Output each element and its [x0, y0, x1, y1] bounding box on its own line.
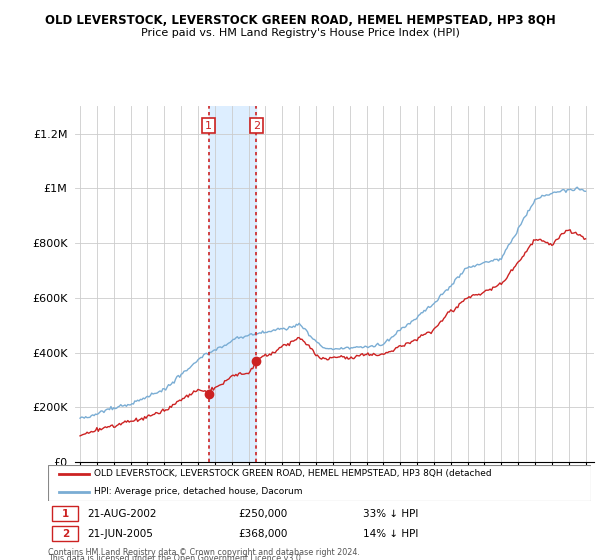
Text: 2: 2 — [253, 120, 260, 130]
Text: OLD LEVERSTOCK, LEVERSTOCK GREEN ROAD, HEMEL HEMPSTEAD, HP3 8QH (detached: OLD LEVERSTOCK, LEVERSTOCK GREEN ROAD, H… — [94, 469, 492, 478]
Text: 1: 1 — [62, 508, 69, 519]
Text: 33% ↓ HPI: 33% ↓ HPI — [363, 508, 418, 519]
Text: 21-JUN-2005: 21-JUN-2005 — [87, 529, 153, 539]
Text: OLD LEVERSTOCK, LEVERSTOCK GREEN ROAD, HEMEL HEMPSTEAD, HP3 8QH: OLD LEVERSTOCK, LEVERSTOCK GREEN ROAD, H… — [44, 14, 556, 27]
Text: 21-AUG-2002: 21-AUG-2002 — [87, 508, 157, 519]
Text: 1: 1 — [205, 120, 212, 130]
Text: £250,000: £250,000 — [238, 508, 287, 519]
FancyBboxPatch shape — [52, 506, 79, 521]
Text: 2: 2 — [62, 529, 69, 539]
Text: 14% ↓ HPI: 14% ↓ HPI — [363, 529, 418, 539]
Text: This data is licensed under the Open Government Licence v3.0.: This data is licensed under the Open Gov… — [48, 554, 304, 560]
FancyBboxPatch shape — [48, 465, 591, 501]
FancyBboxPatch shape — [52, 526, 79, 542]
Text: £368,000: £368,000 — [238, 529, 287, 539]
Text: Price paid vs. HM Land Registry's House Price Index (HPI): Price paid vs. HM Land Registry's House … — [140, 28, 460, 38]
Text: HPI: Average price, detached house, Dacorum: HPI: Average price, detached house, Daco… — [94, 487, 302, 496]
Text: Contains HM Land Registry data © Crown copyright and database right 2024.: Contains HM Land Registry data © Crown c… — [48, 548, 360, 557]
Bar — [209, 106, 256, 462]
